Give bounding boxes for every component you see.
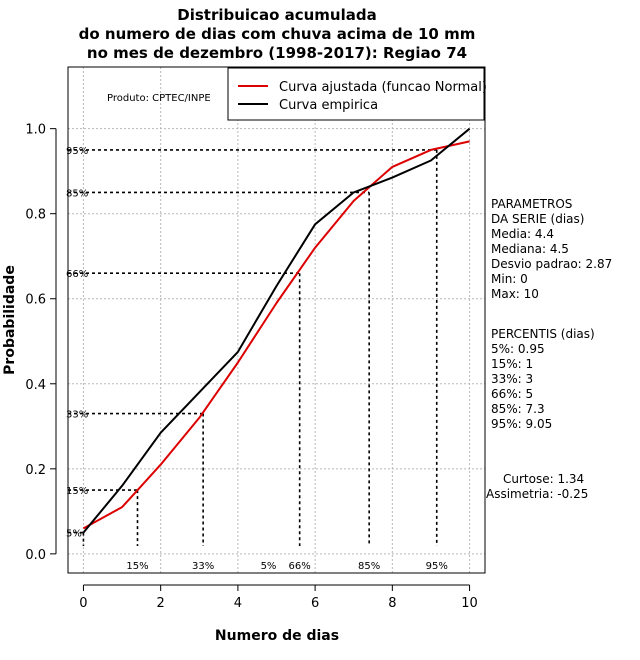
chart-title-line: do numero de dias com chuva acima de 10 … (79, 25, 476, 43)
x-axis-tick-label: 6 (311, 596, 319, 611)
x-axis-title: Numero de dias (215, 628, 339, 644)
percentis-line: 5%: 0.95 (491, 342, 545, 356)
y-axis-tick-label: 0.4 (25, 378, 46, 393)
chart-title-line: no mes de dezembro (1998-2017): Regiao 7… (87, 44, 467, 62)
percentis-line: 95%: 9.05 (491, 417, 552, 431)
y-axis-tick-label: 1.0 (25, 123, 46, 138)
y-axis-tick-label: 0.6 (25, 293, 46, 308)
x-axis-tick-label: 8 (388, 596, 396, 611)
percentis-line: 33%: 3 (491, 372, 533, 386)
percentile-bottom-label: 95% (426, 561, 448, 572)
percentis-line: 15%: 1 (491, 357, 533, 371)
curtose-label: Curtose: 1.34 (503, 472, 584, 486)
chart-title-line: Distribuicao acumulada (177, 6, 376, 24)
empirical-curve-line (82, 127, 471, 534)
percentile-bottom-label: 33% (192, 561, 214, 572)
parametros-line: PARAMETROS (491, 197, 572, 211)
legend-entry-label: Curva ajustada (funcao Normal) (279, 80, 487, 95)
product-label: Produto: CPTEC/INPE (107, 93, 211, 104)
percentile-left-label: 85% (66, 188, 88, 199)
percentile-bottom-label: 66% (289, 561, 311, 572)
legend-box (227, 67, 485, 121)
assimetria-label: Assimetria: -0.25 (486, 487, 588, 501)
x-axis-tick-label: 4 (234, 596, 242, 611)
parametros-line: Desvio padrao: 2.87 (491, 257, 612, 271)
percentile-left-label: 95% (66, 146, 88, 157)
y-axis-tick-label: 0.0 (25, 548, 46, 563)
percentis-line: 85%: 7.3 (491, 402, 545, 416)
percentile-bottom-label: 15% (126, 561, 148, 572)
percentile-bottom-label: 5% (261, 561, 277, 572)
y-axis-tick-label: 0.8 (25, 208, 46, 223)
parametros-line: Max: 10 (491, 287, 539, 301)
parametros-line: Mediana: 4.5 (491, 242, 569, 256)
x-axis-tick-label: 2 (157, 596, 165, 611)
legend-entry-label: Curva empirica (279, 98, 378, 113)
percentis-line: 66%: 5 (491, 387, 533, 401)
parametros-line: Min: 0 (491, 272, 528, 286)
y-axis-tick-label: 0.2 (25, 463, 46, 478)
percentile-left-label: 15% (66, 486, 88, 497)
x-axis-tick-label: 10 (461, 596, 478, 611)
plot-frame (67, 66, 486, 574)
y-axis-title: Probabilidade (2, 265, 18, 375)
percentile-left-label: 66% (66, 269, 88, 280)
percentile-left-label: 5% (66, 529, 82, 540)
percentile-left-label: 33% (66, 410, 88, 421)
parametros-line: DA SERIE (dias) (491, 212, 584, 226)
x-axis-tick-label: 0 (79, 596, 87, 611)
parametros-line: Media: 4.4 (491, 227, 554, 241)
percentis-line: PERCENTIS (dias) (491, 327, 595, 341)
fitted-normal-curve-line (82, 140, 470, 530)
percentile-bottom-label: 85% (358, 561, 380, 572)
